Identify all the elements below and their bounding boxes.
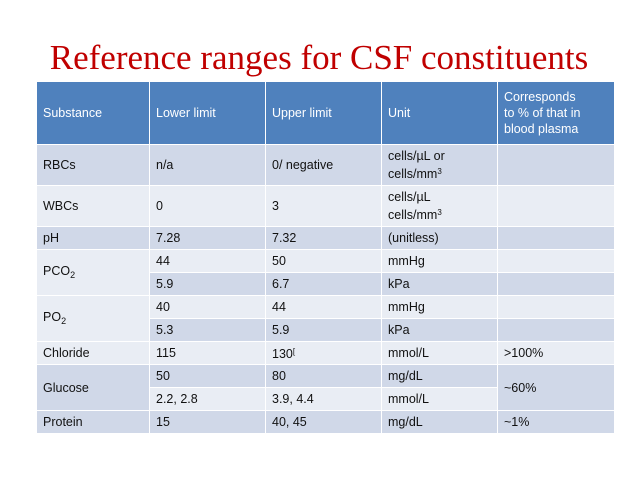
table-row-ph: pH 7.28 7.32 (unitless) [36, 226, 615, 250]
cell-upper: 80 [265, 364, 382, 388]
table-row-pco2-kpa: 5.9 6.7 kPa [37, 272, 615, 296]
table-row-rbcs: RBCs n/a 0/ negative cells/µL or cells/m… [36, 144, 615, 186]
table-row-pco2-mmhg: PCO2 44 50 mmHg [36, 249, 615, 296]
cell-substance: Protein [36, 410, 150, 434]
cell-plasma: >100% [497, 341, 615, 365]
cell-substance-po2: PO2 [36, 295, 150, 342]
cell-lower: 44 [149, 249, 266, 273]
table-row-po2-mmhg: PO2 40 44 mmHg [36, 295, 615, 342]
cell-plasma [497, 185, 615, 227]
cell-unit: mmol/L [381, 387, 498, 411]
header-substance: Substance [36, 81, 150, 145]
cell-unit: cells/µL cells/mm3 [381, 185, 498, 227]
cell-upper: 6.7 [265, 272, 382, 296]
citation-mark: [ [292, 347, 296, 356]
unit-line1: cells/µL [388, 190, 431, 204]
unit-superscript: 3 [437, 208, 442, 217]
cell-lower: 7.28 [149, 226, 266, 250]
cell-substance: RBCs [36, 144, 150, 186]
unit-line2: cells/mm [388, 208, 438, 222]
cell-unit: mmHg [381, 249, 498, 273]
table-row-wbcs: WBCs 0 3 cells/µL cells/mm3 [36, 185, 615, 227]
cell-upper: 0/ negative [265, 144, 382, 186]
cell-lower: 0 [149, 185, 266, 227]
cell-unit: mg/dL [381, 364, 498, 388]
cell-plasma [497, 295, 615, 319]
cell-substance-pco2: PCO2 [36, 249, 150, 296]
cell-plasma: ~1% [497, 410, 615, 434]
header-upper-limit: Upper limit [265, 81, 382, 145]
header-lower-limit: Lower limit [149, 81, 266, 145]
cell-upper: 3.9, 4.4 [265, 387, 382, 411]
cell-plasma [497, 272, 615, 296]
substance-subscript: 2 [61, 315, 67, 326]
cell-upper: 50 [265, 249, 382, 273]
cell-substance: Chloride [36, 341, 150, 365]
cell-lower: 115 [149, 341, 266, 365]
cell-plasma [497, 249, 615, 273]
substance-subscript: 2 [70, 269, 76, 280]
cell-unit: kPa [381, 272, 498, 296]
cell-unit: (unitless) [381, 226, 498, 250]
upper-value: 130 [272, 347, 293, 361]
header-plasma-line1: Corresponds [504, 90, 576, 104]
unit-line1: cells/µL or [388, 149, 445, 163]
cell-unit: mg/dL [381, 410, 498, 434]
cell-unit: mmol/L [381, 341, 498, 365]
page-title: Reference ranges for CSF constituents [49, 38, 589, 77]
cell-upper: 130[ [265, 341, 382, 365]
header-plasma-line3: blood plasma [504, 122, 579, 136]
cell-unit: kPa [381, 318, 498, 342]
table-row-protein: Protein 15 40, 45 mg/dL ~1% [36, 410, 615, 434]
header-plasma-percent: Corresponds to % of that in blood plasma [497, 81, 615, 145]
cell-upper: 5.9 [265, 318, 382, 342]
header-plasma-line2: to % of that in [504, 106, 581, 120]
table-row-glucose-mmol: 2.2, 2.8 3.9, 4.4 mmol/L [37, 387, 615, 411]
cell-upper: 40, 45 [265, 410, 382, 434]
cell-lower: n/a [149, 144, 266, 186]
cell-upper: 7.32 [265, 226, 382, 250]
cell-substance-glucose: Glucose [36, 364, 150, 411]
cell-upper: 44 [265, 295, 382, 319]
unit-line2: cells/mm [388, 167, 438, 181]
table-row-glucose-mgdl: Glucose 50 80 mg/dL ~60% [36, 364, 615, 411]
cell-substance: pH [36, 226, 150, 250]
cell-plasma [497, 226, 615, 250]
substance-base: PO [43, 309, 62, 324]
cell-substance: WBCs [36, 185, 150, 227]
cell-lower: 5.3 [149, 318, 266, 342]
unit-superscript: 3 [437, 167, 442, 176]
table-row-chloride: Chloride 115 130[ mmol/L >100% [36, 341, 615, 365]
reference-table: Substance Lower limit Upper limit Unit C… [36, 81, 615, 434]
cell-lower: 5.9 [149, 272, 266, 296]
cell-unit: cells/µL or cells/mm3 [381, 144, 498, 186]
cell-plasma [497, 318, 615, 342]
cell-upper: 3 [265, 185, 382, 227]
cell-plasma [497, 144, 615, 186]
cell-plasma-glucose: ~60% [497, 364, 615, 411]
cell-lower: 50 [149, 364, 266, 388]
cell-lower: 2.2, 2.8 [149, 387, 266, 411]
table-header-row: Substance Lower limit Upper limit Unit C… [36, 81, 615, 145]
header-unit: Unit [381, 81, 498, 145]
cell-lower: 40 [149, 295, 266, 319]
substance-base: PCO [43, 263, 71, 278]
cell-unit: mmHg [381, 295, 498, 319]
cell-lower: 15 [149, 410, 266, 434]
